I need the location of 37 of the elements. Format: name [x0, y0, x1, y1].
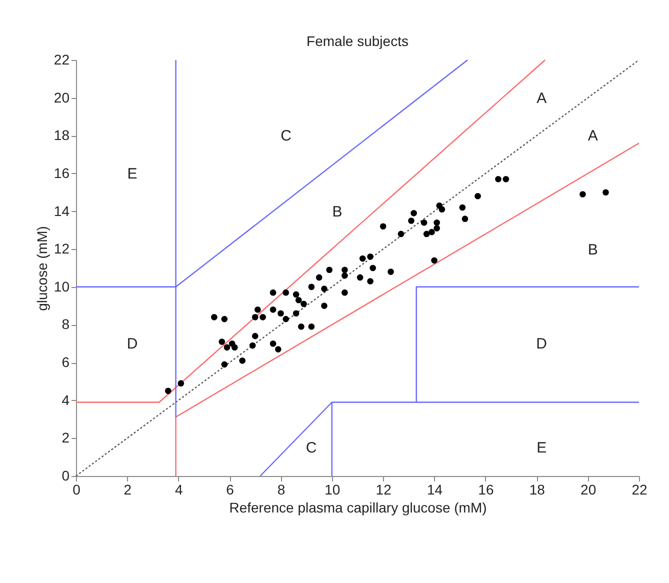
y-axis-title: glucose (mM): [34, 226, 50, 311]
annotation: B: [332, 203, 342, 220]
y-tick-label: 14: [54, 202, 70, 219]
x-tick-label: 6: [226, 482, 234, 498]
annotation: E: [127, 166, 138, 183]
x-tick-label: 2: [124, 482, 132, 498]
annotation: E: [536, 440, 547, 457]
x-tick-label: 0: [72, 482, 81, 498]
annotation: B: [588, 241, 598, 258]
x-tick-label: 12: [376, 482, 392, 498]
y-tick-label: 20: [54, 89, 70, 106]
x-tick-label: 20: [580, 482, 596, 498]
x-tick-label: 10: [324, 482, 340, 498]
chart-title: Female subjects: [306, 33, 408, 49]
y-tick-label: 18: [54, 127, 70, 144]
annotation: A: [536, 90, 547, 107]
x-tick-label: 18: [529, 482, 546, 498]
x-tick-label: 22: [632, 482, 648, 498]
y-tick-label: 12: [54, 240, 70, 257]
x-tick-label: 8: [277, 482, 286, 498]
y-tick-label: 8: [62, 316, 70, 332]
y-tick-label: 10: [54, 278, 70, 294]
x-tick-label: 4: [174, 482, 183, 498]
y-tick-label: 16: [54, 164, 70, 181]
y-tick-label: 22: [54, 52, 70, 68]
y-tick-label: 6: [62, 354, 70, 370]
annotation: D: [126, 336, 138, 353]
y-tick-label: 0: [62, 468, 70, 484]
x-tick-label: 14: [426, 482, 443, 498]
y-tick-label: 2: [62, 430, 70, 446]
y-tick-label: 4: [62, 392, 70, 408]
annotation: C: [306, 440, 317, 457]
annotation: D: [536, 336, 548, 353]
annotation: C: [280, 128, 292, 145]
x-tick-label: 16: [478, 482, 494, 498]
x-axis-title: Reference plasma capillary glucose (mM): [229, 500, 487, 516]
annotation: A: [588, 128, 598, 145]
